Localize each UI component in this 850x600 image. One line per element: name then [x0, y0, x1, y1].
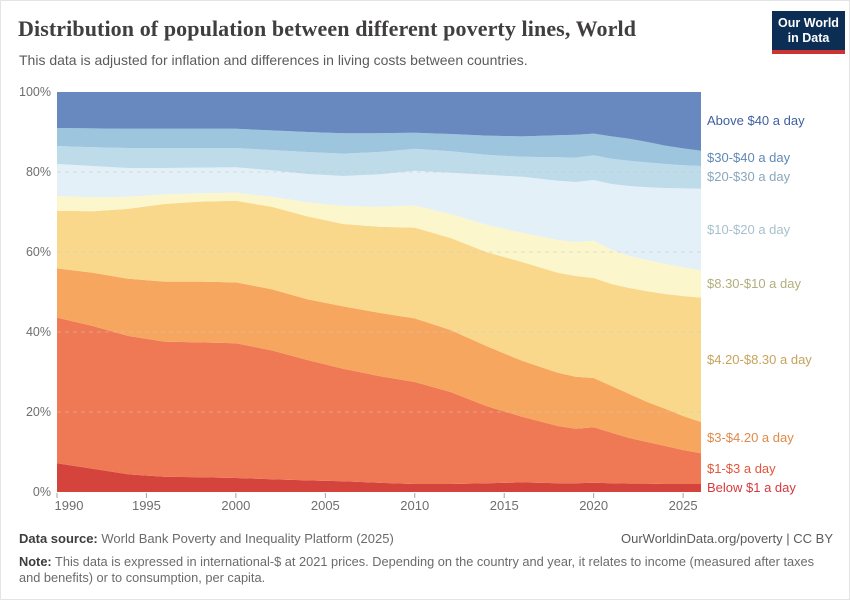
y-axis-label-0: 0% — [32, 485, 51, 499]
x-axis-label-1990: 1990 — [54, 498, 84, 513]
x-axis-label-1995: 1995 — [131, 498, 161, 513]
y-axis-label-100: 100% — [19, 85, 51, 99]
note-label: Note: — [19, 554, 52, 569]
area-band-4-20-8-30-a-day[interactable] — [57, 200, 701, 422]
series-label-4-20-8-30-a-day[interactable]: $4.20-$8.30 a day — [707, 351, 812, 367]
series-label-10-20-a-day[interactable]: $10-$20 a day — [707, 221, 791, 237]
x-axis-label-2025: 2025 — [668, 498, 698, 513]
series-label-30-40-a-day[interactable]: $30-$40 a day — [707, 150, 791, 166]
y-axis-label-20: 20% — [25, 405, 51, 419]
note-text: This data is expressed in international-… — [19, 554, 815, 585]
area-band-3-4-20-a-day[interactable] — [57, 268, 701, 454]
data-source-line: Data source: World Bank Poverty and Ineq… — [19, 531, 394, 546]
citation-line: OurWorldinData.org/poverty | CC BY — [621, 531, 833, 546]
series-label-above-40-a-day[interactable]: Above $40 a day — [707, 113, 805, 129]
area-band-20-30-a-day[interactable] — [57, 146, 701, 189]
series-label-8-30-10-a-day[interactable]: $8.30-$10 a day — [707, 276, 801, 291]
x-axis-label-2015: 2015 — [489, 498, 519, 513]
area-band-10-20-a-day[interactable] — [57, 164, 701, 271]
chart-subtitle: This data is adjusted for inflation and … — [19, 52, 528, 68]
owid-logo-line1: Our World — [778, 16, 839, 30]
owid-link[interactable]: OurWorldinData.org/poverty — [621, 531, 783, 546]
owid-logo-line2: in Data — [787, 31, 830, 45]
x-axis-label-2005: 2005 — [310, 498, 340, 513]
license-link[interactable]: CC BY — [793, 531, 833, 546]
citation-separator: | — [786, 531, 790, 546]
data-source-text: World Bank Poverty and Inequality Platfo… — [101, 531, 394, 546]
x-axis-label-2010: 2010 — [400, 498, 430, 513]
area-band-1-3-a-day[interactable] — [57, 317, 701, 484]
series-label-3-4-20-a-day[interactable]: $3-$4.20 a day — [707, 429, 794, 445]
owid-logo[interactable]: Our World in Data — [772, 11, 845, 54]
area-band-8-30-10-a-day[interactable] — [57, 192, 701, 298]
x-axis-label-2020: 2020 — [579, 498, 609, 513]
area-band-30-40-a-day[interactable] — [57, 128, 701, 166]
data-source-label: Data source: — [19, 531, 98, 546]
series-label-1-3-a-day[interactable]: $1-$3 a day — [707, 460, 776, 476]
y-axis-label-80: 80% — [25, 165, 51, 179]
series-label-20-30-a-day[interactable]: $20-$30 a day — [707, 169, 791, 185]
x-axis-label-2000: 2000 — [221, 498, 251, 513]
series-label-below-1-a-day[interactable]: Below $1 a day — [707, 480, 796, 495]
area-band-below-1-a-day[interactable] — [57, 463, 701, 492]
chart-footer: Data source: World Bank Poverty and Ineq… — [19, 531, 833, 586]
y-axis-label-40: 40% — [25, 325, 51, 339]
page-title: Distribution of population between diffe… — [18, 16, 637, 41]
y-axis-label-60: 60% — [25, 245, 51, 259]
area-band-above-40-a-day[interactable] — [57, 92, 701, 151]
